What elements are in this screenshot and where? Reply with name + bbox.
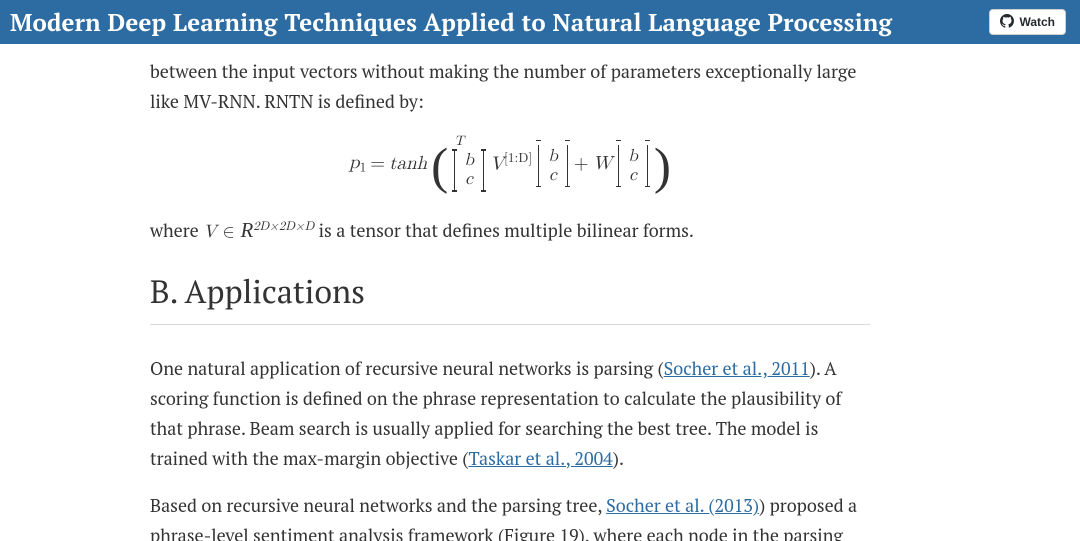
rntn-equation: p1 = tanh ( T bc V[1:D] bc + W bc <box>150 135 870 191</box>
column-vector-1: bc <box>452 149 486 191</box>
watch-label: Watch <box>1019 15 1055 29</box>
applications-paragraph-1: One natural application of recursive neu… <box>150 355 870 474</box>
intro-paragraph: between the input vectors without making… <box>150 58 870 117</box>
column-vector-3: bc <box>616 140 650 187</box>
citation-socher-2013[interactable]: Socher et al. (2013) <box>606 494 759 518</box>
article-body: between the input vectors without making… <box>150 44 870 541</box>
section-heading-applications: B. Applications <box>150 266 870 326</box>
tensor-definition: where V ∈ R2D×2D×D is a tensor that defi… <box>150 214 870 248</box>
watch-button[interactable]: Watch <box>989 9 1066 35</box>
page-title: Modern Deep Learning Techniques Applied … <box>10 6 892 38</box>
top-bar: Modern Deep Learning Techniques Applied … <box>0 0 1080 44</box>
column-vector-2: bc <box>536 140 570 187</box>
citation-socher-2011[interactable]: Socher et al., 2011 <box>664 357 810 381</box>
applications-paragraph-2: Based on recursive neural networks and t… <box>150 492 870 541</box>
citation-taskar-2004[interactable]: Taskar et al., 2004 <box>468 447 612 471</box>
github-icon <box>1000 14 1014 31</box>
